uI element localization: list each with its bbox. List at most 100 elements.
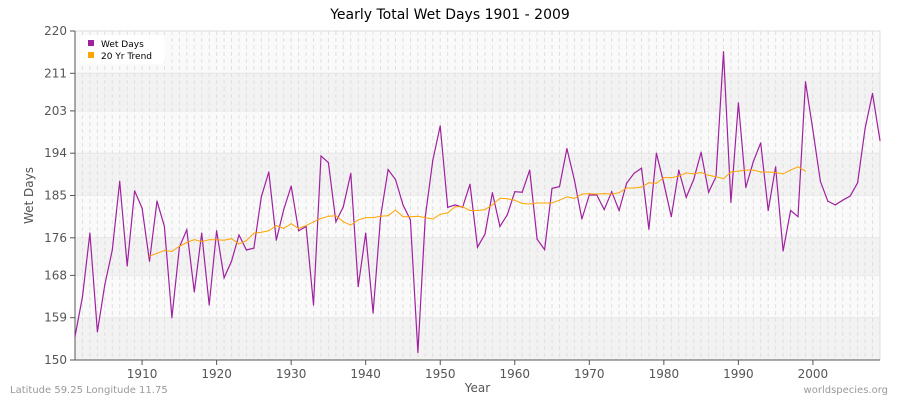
data-point	[566, 196, 568, 198]
data-point	[208, 304, 210, 306]
data-point	[775, 166, 777, 168]
data-point	[581, 218, 583, 220]
data-point	[372, 312, 374, 314]
x-tick-label: 1930	[276, 367, 307, 381]
data-point	[104, 284, 106, 286]
data-point	[320, 217, 322, 220]
x-axis-label: Year	[464, 381, 490, 395]
data-point	[305, 224, 307, 227]
data-point	[119, 180, 121, 182]
data-point	[573, 179, 575, 181]
data-point	[283, 227, 285, 229]
grid-band	[75, 73, 880, 111]
data-point	[275, 224, 277, 227]
x-tick-label: 1950	[425, 367, 456, 381]
data-point	[134, 190, 136, 192]
data-point	[797, 166, 799, 168]
data-point	[193, 239, 195, 241]
data-point	[461, 206, 464, 208]
data-point	[89, 232, 91, 234]
data-point	[812, 129, 814, 131]
legend-box	[80, 35, 165, 64]
y-tick-label: 203	[44, 104, 67, 118]
data-point	[625, 187, 628, 189]
data-point	[573, 197, 575, 199]
data-point	[558, 185, 561, 188]
y-axis-label: Wet Days	[22, 167, 36, 224]
data-point	[752, 169, 754, 171]
data-point	[201, 240, 203, 243]
data-point	[409, 216, 412, 218]
y-tick-label: 150	[44, 353, 67, 367]
data-point	[357, 219, 359, 221]
data-point	[499, 225, 501, 228]
x-tick-label: 1920	[201, 367, 232, 381]
data-point	[596, 194, 598, 196]
data-point	[409, 219, 412, 221]
data-point	[238, 234, 240, 236]
data-point	[596, 193, 598, 195]
data-point	[514, 199, 516, 201]
data-point	[842, 199, 844, 201]
data-point	[499, 197, 501, 199]
data-point	[484, 233, 486, 235]
data-point	[529, 169, 531, 171]
grid-band	[75, 317, 880, 360]
data-point	[283, 209, 285, 211]
data-point	[566, 147, 568, 150]
data-point	[253, 247, 255, 249]
data-point	[640, 186, 643, 188]
data-point	[96, 331, 98, 333]
data-point	[476, 209, 479, 212]
data-point	[223, 239, 225, 241]
data-point	[223, 277, 225, 279]
data-point	[648, 228, 650, 230]
data-point	[432, 218, 434, 220]
x-tick-label: 2000	[798, 367, 829, 381]
data-point	[216, 230, 218, 232]
data-point	[707, 174, 710, 176]
data-point	[715, 176, 717, 178]
data-point	[521, 202, 523, 205]
x-tick-label: 1960	[499, 367, 530, 381]
data-point	[536, 238, 538, 240]
x-tick-label: 1940	[350, 367, 381, 381]
data-point	[700, 171, 702, 174]
data-point	[230, 260, 233, 262]
data-point	[707, 191, 710, 193]
data-point	[74, 335, 76, 338]
data-point	[469, 209, 471, 212]
data-point	[439, 213, 441, 215]
data-point	[126, 265, 128, 267]
data-point	[476, 246, 479, 248]
data-point	[417, 215, 419, 217]
data-point	[730, 201, 732, 204]
data-point	[588, 194, 590, 196]
data-point	[268, 230, 270, 232]
data-point	[789, 209, 792, 212]
y-tick-label: 159	[44, 311, 67, 325]
data-point	[693, 173, 695, 175]
data-point	[201, 232, 203, 234]
location-label: Latitude 59.25 Longitude 11.75	[10, 385, 168, 396]
data-point	[819, 180, 821, 182]
data-point	[260, 231, 262, 233]
data-point	[447, 212, 449, 214]
data-point	[611, 193, 613, 195]
data-point	[432, 159, 434, 161]
data-point	[275, 239, 277, 241]
data-point	[178, 245, 180, 247]
data-point	[290, 223, 292, 225]
data-point	[484, 209, 486, 211]
data-point	[394, 209, 397, 211]
data-point	[618, 209, 620, 212]
data-point	[491, 192, 494, 194]
data-point	[312, 221, 315, 223]
data-point	[148, 255, 151, 257]
data-point	[603, 193, 605, 195]
data-point	[760, 171, 762, 173]
y-tick-label: 168	[44, 268, 67, 282]
data-point	[879, 139, 881, 142]
